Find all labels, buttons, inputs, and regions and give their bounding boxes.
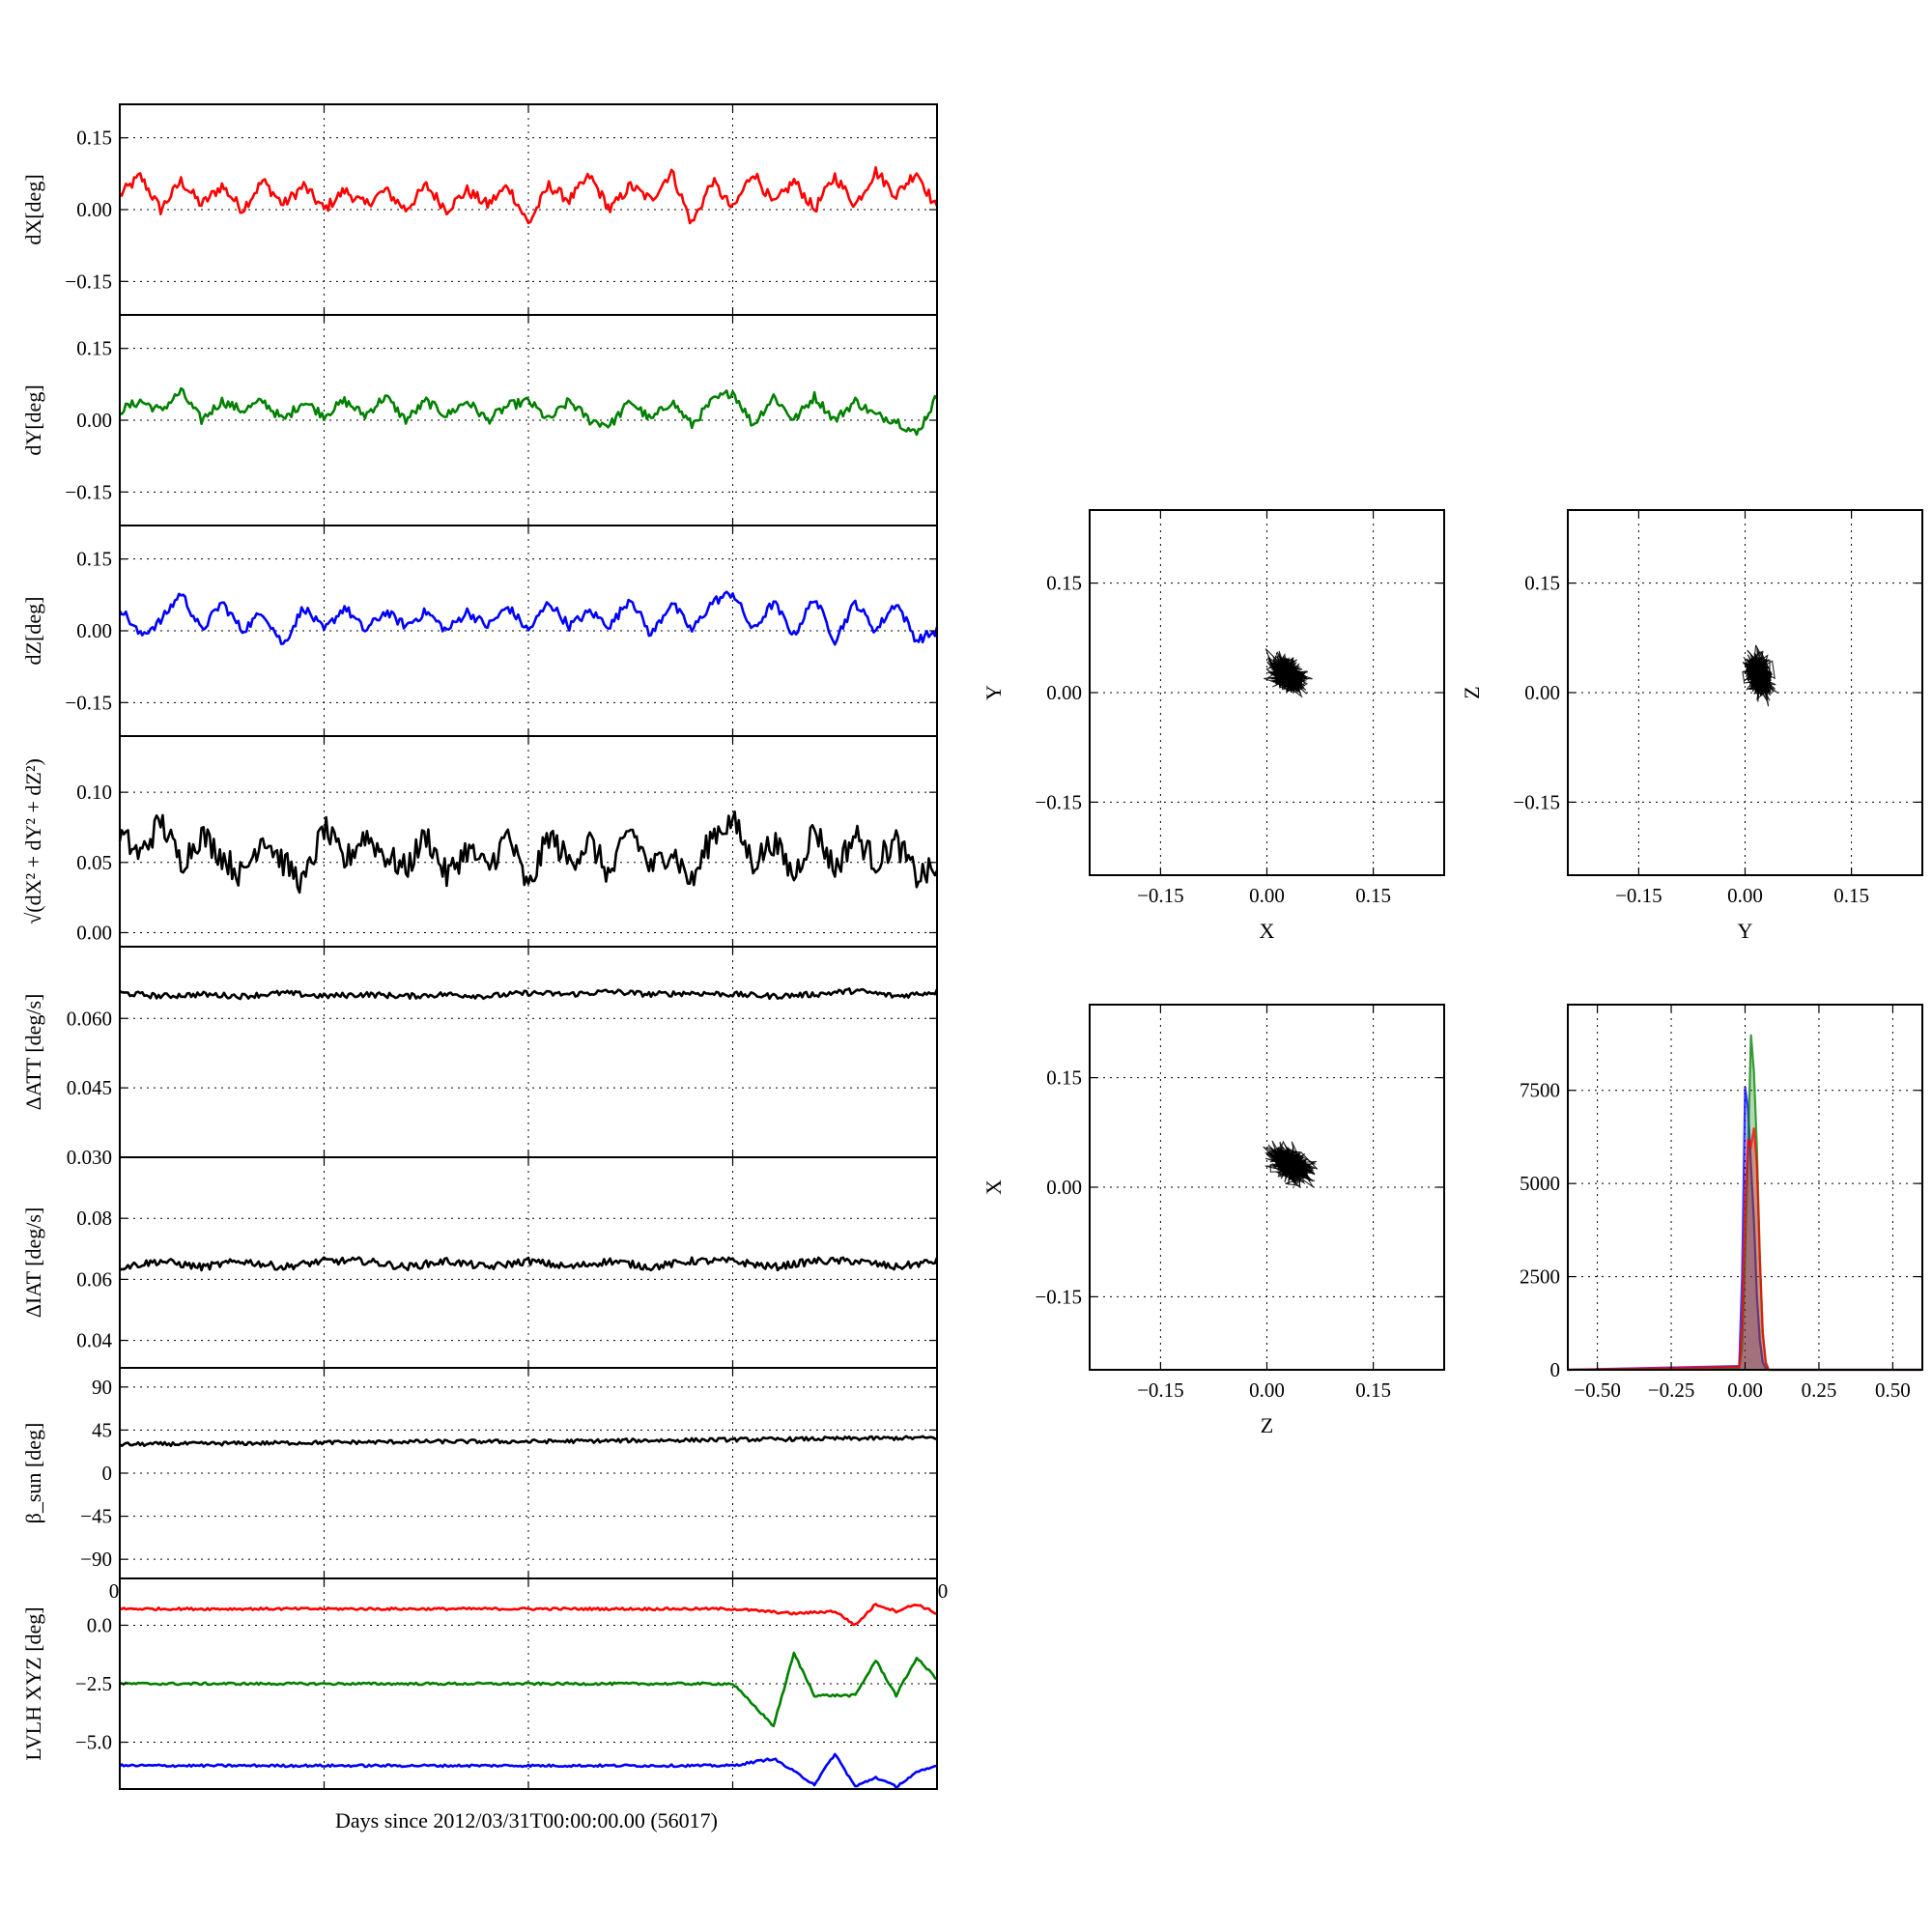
x-tick-label-YZ-2: 0.15 bbox=[1833, 884, 1869, 907]
y-tick-label-YZ-1: 0.00 bbox=[1524, 681, 1560, 704]
y-tick-label-YZ-2: 0.15 bbox=[1524, 572, 1560, 595]
data-layer bbox=[118, 166, 1922, 1789]
y-axis-label-dATT: ΔATT [deg/s] bbox=[21, 994, 45, 1111]
series-line-dY-0 bbox=[119, 386, 938, 437]
axes-frame-norm bbox=[119, 735, 938, 948]
y-tick-label-norm-2: 0.10 bbox=[76, 781, 112, 804]
y-tick-label-dX-2: 0.15 bbox=[76, 127, 112, 150]
scatter-trace-XY bbox=[1269, 652, 1303, 698]
series-line-dZ-0 bbox=[118, 590, 939, 646]
y-tick-label-hist-3: 7500 bbox=[1520, 1079, 1560, 1102]
y-tick-label-dATT-2: 0.060 bbox=[67, 1007, 112, 1030]
y-tick-label-lvlh-0: −5.0 bbox=[75, 1731, 112, 1754]
axes-frame-YZ bbox=[1567, 509, 1923, 876]
y-tick-label-dATT-0: 0.030 bbox=[67, 1146, 112, 1169]
y-tick-label-dIAT-2: 0.08 bbox=[76, 1207, 112, 1230]
x-tick-label-YZ-0: −0.15 bbox=[1615, 884, 1662, 907]
series-line-lvlh-1 bbox=[119, 1651, 938, 1728]
y-tick-label-hist-1: 2500 bbox=[1520, 1265, 1560, 1289]
x-tick-label-XY-2: 0.15 bbox=[1355, 884, 1391, 907]
y-tick-label-XY-2: 0.15 bbox=[1046, 572, 1082, 595]
y-tick-label-ZX-0: −0.15 bbox=[1035, 1285, 1082, 1308]
y-tick-label-dX-1: 0.00 bbox=[76, 198, 112, 221]
y-tick-label-hist-0: 0 bbox=[1550, 1358, 1561, 1381]
y-tick-label-lvlh-1: −2.5 bbox=[75, 1672, 112, 1695]
y-tick-label-beta-1: −45 bbox=[80, 1505, 112, 1528]
x-tick-label-ZX-0: −0.15 bbox=[1137, 1378, 1184, 1402]
y-tick-label-lvlh-2: 0.0 bbox=[87, 1613, 112, 1636]
series-line-lvlh-2 bbox=[119, 1752, 937, 1789]
y-tick-label-dIAT-0: 0.04 bbox=[76, 1329, 112, 1352]
y-tick-label-hist-2: 5000 bbox=[1520, 1172, 1560, 1195]
x-tick-label-hist-1: −0.25 bbox=[1648, 1378, 1695, 1402]
y-tick-label-dIAT-1: 0.06 bbox=[76, 1267, 112, 1291]
hist-fill-1 bbox=[1568, 1034, 1922, 1370]
x-tick-label-YZ-1: 0.00 bbox=[1727, 884, 1763, 907]
axes-frame-lvlh bbox=[119, 1577, 938, 1790]
axes-frame-XY bbox=[1089, 509, 1445, 876]
x-axis-label-ZX: Z bbox=[1261, 1413, 1273, 1437]
series-line-norm-0 bbox=[118, 810, 939, 895]
x-tick-label-hist-2: 0.00 bbox=[1727, 1378, 1763, 1402]
y-tick-label-ZX-2: 0.15 bbox=[1046, 1066, 1082, 1090]
y-axis-label-dIAT: ΔIAT [deg/s] bbox=[21, 1208, 45, 1319]
y-tick-label-beta-4: 90 bbox=[92, 1376, 112, 1399]
x-axis-label-XY: X bbox=[1260, 919, 1275, 943]
shared-x-axis-label: Days since 2012/03/31T00:00:00.00 (56017… bbox=[335, 1808, 718, 1833]
y-tick-label-norm-0: 0.00 bbox=[76, 921, 112, 944]
hist-line-2 bbox=[1567, 1127, 1922, 1372]
y-tick-label-ZX-1: 0.00 bbox=[1046, 1176, 1082, 1199]
y-tick-label-dZ-2: 0.15 bbox=[76, 548, 112, 571]
y-tick-label-YZ-0: −0.15 bbox=[1513, 790, 1560, 813]
y-axis-label-ZX: X bbox=[981, 1179, 1006, 1195]
series-line-lvlh-0 bbox=[119, 1603, 938, 1627]
y-axis-label-dZ: dZ[deg] bbox=[21, 597, 45, 666]
text-layer: −0.150.000.15dX[deg]−0.150.000.15dY[deg]… bbox=[21, 127, 1911, 1761]
frames-layer bbox=[119, 103, 1923, 1790]
y-axis-label-beta: β_sun [deg] bbox=[21, 1423, 45, 1524]
axes-frame-hist bbox=[1567, 1004, 1923, 1371]
y-tick-label-dATT-1: 0.045 bbox=[67, 1076, 112, 1099]
x-tick-label-ZX-1: 0.00 bbox=[1249, 1378, 1285, 1402]
y-tick-label-dZ-0: −0.15 bbox=[65, 691, 112, 714]
axes-frame-ZX bbox=[1089, 1004, 1445, 1371]
y-tick-label-dX-0: −0.15 bbox=[65, 270, 112, 293]
x-tick-label-right-lvlh: 0 bbox=[938, 1579, 949, 1603]
y-axis-label-dY: dY[deg] bbox=[21, 384, 45, 455]
y-tick-label-beta-2: 0 bbox=[102, 1462, 113, 1485]
hist-line-0 bbox=[1567, 1086, 1922, 1372]
x-axis-label-YZ: Y bbox=[1738, 919, 1753, 943]
y-axis-label-norm: √(dX² + dY² + dZ²) bbox=[21, 758, 45, 924]
x-tick-label-ZX-2: 0.15 bbox=[1355, 1378, 1391, 1402]
scatter-trace-ZX bbox=[1269, 1146, 1315, 1181]
series-line-dIAT-0 bbox=[119, 1256, 939, 1272]
y-tick-label-dY-2: 0.15 bbox=[76, 337, 112, 360]
series-line-beta-0 bbox=[119, 1435, 938, 1447]
axes-frame-dATT bbox=[119, 946, 938, 1158]
series-line-dATT-0 bbox=[119, 987, 939, 1001]
hist-fill-2 bbox=[1568, 1127, 1922, 1370]
series-line-dX-0 bbox=[119, 166, 939, 225]
y-tick-label-XY-0: −0.15 bbox=[1035, 790, 1082, 813]
y-tick-label-dY-1: 0.00 bbox=[76, 409, 112, 432]
x-tick-label-XY-1: 0.00 bbox=[1249, 884, 1285, 907]
y-tick-label-beta-0: −90 bbox=[80, 1548, 112, 1571]
x-tick-label-hist-3: 0.25 bbox=[1802, 1378, 1837, 1402]
y-tick-label-beta-3: 45 bbox=[92, 1418, 112, 1441]
y-tick-label-XY-1: 0.00 bbox=[1046, 681, 1082, 704]
y-tick-label-dY-0: −0.15 bbox=[65, 480, 112, 503]
y-tick-label-norm-1: 0.05 bbox=[76, 851, 112, 874]
y-axis-label-XY: Y bbox=[981, 685, 1006, 700]
y-axis-label-YZ: Z bbox=[1460, 686, 1484, 698]
x-tick-label-left-lvlh: 0 bbox=[109, 1579, 120, 1603]
y-axis-label-dX: dX[deg] bbox=[21, 174, 45, 244]
x-tick-label-hist-4: 0.50 bbox=[1875, 1378, 1911, 1402]
x-tick-label-hist-0: −0.50 bbox=[1574, 1378, 1621, 1402]
scatter-trace-YZ bbox=[1745, 660, 1770, 696]
y-axis-label-lvlh: LVLH XYZ [deg] bbox=[21, 1606, 45, 1760]
y-tick-label-dZ-1: 0.00 bbox=[76, 619, 112, 642]
x-tick-label-XY-0: −0.15 bbox=[1137, 884, 1184, 907]
